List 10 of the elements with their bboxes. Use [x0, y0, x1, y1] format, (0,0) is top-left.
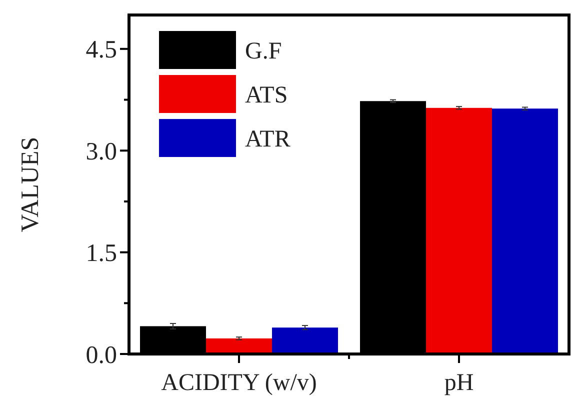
- legend-label: ATS: [245, 82, 288, 108]
- y-axis-title: VALUES: [17, 136, 44, 232]
- y-tick-label: 4.5: [86, 36, 117, 64]
- x-tick-label: ACIDITY (w/v): [161, 370, 317, 396]
- legend-label: G.F: [245, 38, 282, 64]
- y-tick-label: 0.0: [86, 342, 117, 369]
- x-tick-label: pH: [444, 370, 474, 396]
- legend-label: ATR: [245, 126, 290, 152]
- y-tick-label: 3.0: [86, 138, 117, 166]
- y-tick-label: 1.5: [86, 240, 117, 268]
